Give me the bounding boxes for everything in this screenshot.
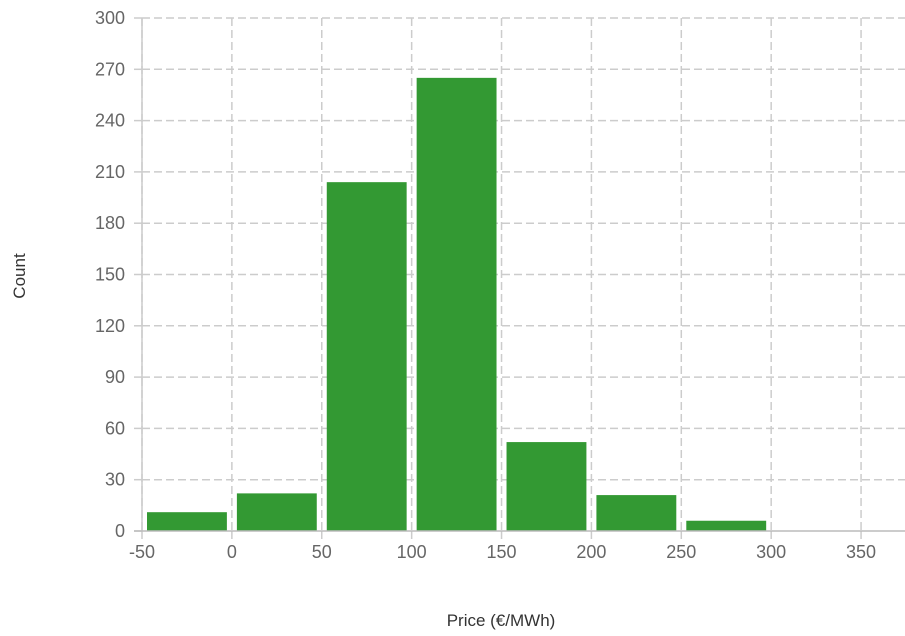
histogram-bar bbox=[326, 182, 407, 531]
histogram-bar bbox=[416, 77, 497, 531]
histogram-bar bbox=[686, 520, 767, 531]
x-tick-label: 150 bbox=[487, 542, 517, 562]
y-tick-label: 300 bbox=[95, 8, 125, 28]
y-tick-label: 270 bbox=[95, 59, 125, 79]
y-tick-label: 30 bbox=[105, 470, 125, 490]
y-tick-label: 180 bbox=[95, 213, 125, 233]
histogram-bar bbox=[147, 512, 227, 531]
x-tick-label: 200 bbox=[576, 542, 606, 562]
x-tick-label: 100 bbox=[397, 542, 427, 562]
y-tick-label: 240 bbox=[95, 111, 125, 131]
x-tick-label: 0 bbox=[227, 542, 237, 562]
y-tick-label: 0 bbox=[115, 521, 125, 541]
y-tick-label: 120 bbox=[95, 316, 125, 336]
histogram-bar bbox=[506, 442, 587, 531]
y-tick-label: 60 bbox=[105, 418, 125, 438]
y-tick-label: 150 bbox=[95, 265, 125, 285]
x-tick-label: 250 bbox=[666, 542, 696, 562]
x-tick-label: 300 bbox=[756, 542, 786, 562]
x-tick-label: -50 bbox=[129, 542, 155, 562]
grid-layer bbox=[141, 17, 905, 531]
histogram-bar bbox=[596, 495, 677, 531]
y-axis-title: Count bbox=[10, 253, 29, 299]
x-tick-label: 50 bbox=[312, 542, 332, 562]
x-tick-label: 350 bbox=[846, 542, 876, 562]
y-tick-label: 90 bbox=[105, 367, 125, 387]
histogram-bar bbox=[236, 493, 317, 531]
y-tick-label: 210 bbox=[95, 162, 125, 182]
bars bbox=[147, 77, 767, 531]
x-axis-title: Price (€/MWh) bbox=[447, 611, 556, 630]
